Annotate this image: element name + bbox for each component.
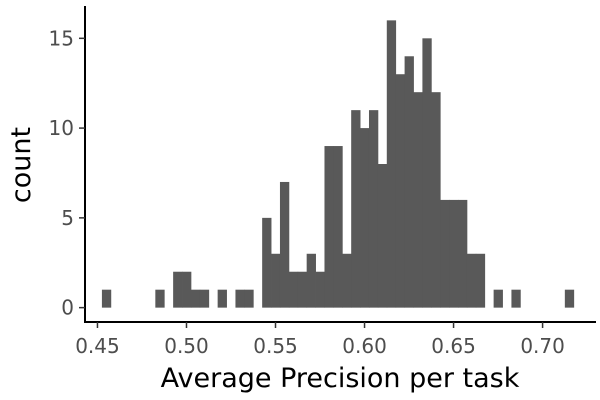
histogram-bar <box>173 271 183 308</box>
histogram-bar <box>235 289 245 308</box>
histogram-bar <box>155 289 165 308</box>
histogram-bar <box>422 38 432 308</box>
histogram-bar <box>458 199 468 308</box>
histogram-bar <box>431 92 441 308</box>
y-tick-label: 10 <box>49 116 74 140</box>
histogram-bar <box>244 289 254 308</box>
histogram-bar <box>466 253 477 308</box>
histogram-bar <box>262 217 272 308</box>
histogram-bar <box>315 271 325 308</box>
x-axis-title: Average Precision per task <box>161 363 520 394</box>
y-tick-label: 0 <box>61 296 74 320</box>
histogram-bar <box>440 199 450 308</box>
histogram-bar <box>288 271 299 308</box>
histogram-bar <box>377 164 388 308</box>
histogram-bar <box>413 92 423 308</box>
histogram-bar <box>404 56 414 308</box>
x-tick-label: 0.60 <box>342 334 387 358</box>
histogram-bar <box>395 74 405 308</box>
histogram-bar <box>449 199 459 308</box>
x-tick-label: 0.45 <box>75 334 120 358</box>
x-tick-label: 0.55 <box>253 334 298 358</box>
y-axis-ticks: 0 5 10 15 <box>49 26 85 320</box>
histogram-bar <box>368 110 379 308</box>
histogram-bar <box>475 253 486 308</box>
y-tick-label: 5 <box>61 206 74 230</box>
y-tick-label: 15 <box>49 26 74 50</box>
histogram-bars <box>101 20 575 308</box>
histogram-bar <box>190 289 201 308</box>
histogram-bar <box>217 289 227 308</box>
y-axis-title: count <box>6 127 37 203</box>
histogram-bar <box>564 289 575 308</box>
x-tick-label: 0.65 <box>431 334 476 358</box>
histogram-bar <box>306 253 316 308</box>
histogram-bar <box>297 271 308 308</box>
x-axis-ticks: 0.45 0.50 0.55 0.60 0.65 0.70 <box>75 322 565 358</box>
histogram-bar <box>511 289 521 308</box>
histogram-bar <box>199 289 210 308</box>
histogram-bar <box>324 146 334 308</box>
histogram-bar <box>360 128 370 308</box>
histogram-bar <box>279 181 290 308</box>
histogram-bar <box>333 146 343 308</box>
histogram-bar <box>351 110 361 308</box>
histogram-bar <box>386 20 397 308</box>
x-tick-label: 0.50 <box>164 334 209 358</box>
histogram-bar <box>271 253 281 308</box>
histogram-bar <box>101 289 112 308</box>
histogram-bar <box>182 271 192 308</box>
x-tick-label: 0.70 <box>520 334 565 358</box>
histogram-bar <box>493 289 503 308</box>
histogram-bar <box>342 253 352 308</box>
